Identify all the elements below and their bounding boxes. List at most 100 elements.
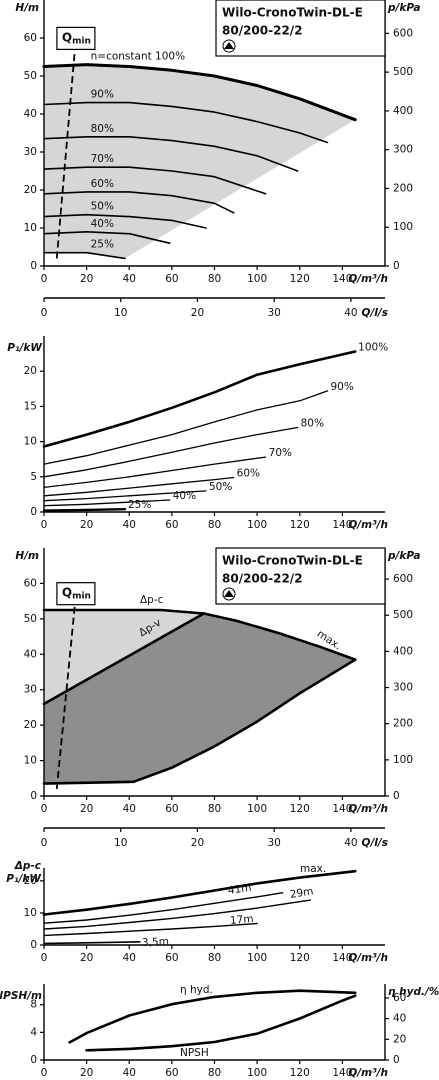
x2-tick-label: 30: [268, 307, 281, 319]
x-tick-label: 40: [123, 273, 136, 285]
y-tick-label: 10: [24, 436, 37, 448]
curve: [202, 612, 357, 661]
title-box: [215, 547, 386, 605]
y2-tick-label: 100: [393, 221, 413, 233]
x-tick-label: 140: [332, 1067, 352, 1079]
x-tick-label: 120: [290, 273, 310, 285]
operating-area: [44, 613, 356, 784]
y2-tick-label: 600: [393, 573, 413, 585]
curve-label: 29m: [289, 885, 314, 901]
x-tick-label: 100: [247, 803, 267, 815]
curve: [43, 166, 267, 195]
curve: [42, 508, 127, 512]
y2-tick-label: 20: [393, 1033, 406, 1045]
y-tick-label: 10: [24, 222, 37, 234]
y2-tick-label: 600: [393, 27, 413, 39]
y-axis-label: P₁/kW: [6, 873, 41, 885]
x-axis-label: Q/m³/h: [348, 519, 388, 531]
y2-axis-label: η hyd./%: [388, 986, 439, 998]
curve-label: Δp-c: [140, 594, 164, 606]
x2-tick-label: 20: [191, 837, 204, 849]
x2-tick-label: 30: [268, 837, 281, 849]
curve: [42, 612, 206, 706]
x-tick-label: 20: [80, 803, 93, 815]
y-tick-label: 40: [24, 108, 37, 120]
x2-tick-label: 20: [191, 307, 204, 319]
qmin-q: Q: [62, 585, 72, 599]
y-tick-label: 10: [24, 907, 37, 919]
y-tick-label: 15: [24, 400, 37, 412]
x-tick-label: 0: [41, 803, 48, 815]
qmin-q: Q: [62, 30, 72, 44]
curve-label: 25%: [128, 499, 151, 511]
curve: [43, 191, 235, 214]
x-tick-label: 60: [165, 803, 178, 815]
qmin-box: [56, 582, 96, 606]
x-axis-label: Q/m³/h: [348, 952, 388, 964]
y-tick-label: 0: [30, 1054, 37, 1066]
y-tick-label: 50: [24, 613, 37, 625]
y2-tick-label: 400: [393, 645, 413, 657]
x-tick-label: 100: [247, 519, 267, 531]
curve: [85, 994, 357, 1052]
x-tick-label: 60: [165, 952, 178, 964]
y-tick-label: 8: [30, 999, 37, 1011]
curve-label: 41m: [227, 882, 252, 897]
curve-label: 40%: [91, 218, 114, 230]
y-tick-label: 20: [24, 875, 37, 887]
y-tick-label: 20: [24, 719, 37, 731]
x-tick-label: 120: [290, 803, 310, 815]
curve-label: 25%: [91, 239, 114, 251]
x-axis-label: Q/m³/h: [348, 1067, 388, 1079]
y-tick-label: 60: [24, 32, 37, 44]
curve: [42, 350, 357, 448]
x-tick-label: 120: [290, 519, 310, 531]
x-tick-label: 100: [247, 273, 267, 285]
curve: [42, 608, 206, 615]
curve: [42, 63, 357, 122]
qmin-label: Qmin: [62, 30, 91, 46]
curve-label: NPSH: [180, 1047, 209, 1059]
curve: [43, 426, 299, 478]
brand-icon-triangle: [224, 590, 234, 597]
x-tick-label: 100: [247, 952, 267, 964]
operating-area: [44, 64, 356, 259]
x2-axis-label: Q/l/s: [362, 307, 388, 319]
y2-axis-label: p/kPa: [387, 2, 420, 14]
x-tick-label: 0: [41, 1067, 48, 1079]
x-tick-label: 140: [332, 952, 352, 964]
y-tick-label: 0: [30, 260, 37, 272]
y-tick-label: 30: [24, 146, 37, 158]
x-tick-label: 140: [332, 519, 352, 531]
x-tick-label: 20: [80, 952, 93, 964]
chart-subtitle: 80/200-22/2: [222, 24, 303, 38]
x-tick-label: 120: [290, 1067, 310, 1079]
curve: [43, 101, 329, 144]
x-tick-label: 80: [208, 519, 221, 531]
y2-tick-label: 300: [393, 682, 413, 694]
curve-label: 70%: [91, 153, 114, 165]
x-tick-label: 120: [290, 952, 310, 964]
qmin-line: [55, 604, 76, 790]
chart-subtitle: 80/200-22/2: [222, 572, 303, 586]
y2-tick-label: 0: [393, 790, 400, 802]
curve: [68, 989, 357, 1044]
x-tick-label: 140: [332, 273, 352, 285]
y-tick-label: 0: [30, 939, 37, 951]
y2-tick-label: 200: [393, 718, 413, 730]
curve: [43, 476, 235, 497]
y2-tick-label: 500: [393, 609, 413, 621]
chart-title: Wilo-CronoTwin-DL-E: [222, 554, 363, 568]
y2-axis-label: p/kPa: [387, 550, 420, 562]
x-tick-label: 20: [80, 273, 93, 285]
x2-tick-label: 40: [344, 837, 357, 849]
x2-tick-label: 0: [41, 837, 48, 849]
curve: [43, 213, 207, 229]
qmin-label: Qmin: [62, 585, 91, 601]
x-tick-label: 20: [80, 1067, 93, 1079]
y2-tick-label: 60: [393, 992, 406, 1004]
curve-label: 17m: [229, 913, 254, 927]
curve: [43, 899, 312, 930]
curve: [43, 456, 267, 489]
x-tick-label: 60: [165, 273, 178, 285]
